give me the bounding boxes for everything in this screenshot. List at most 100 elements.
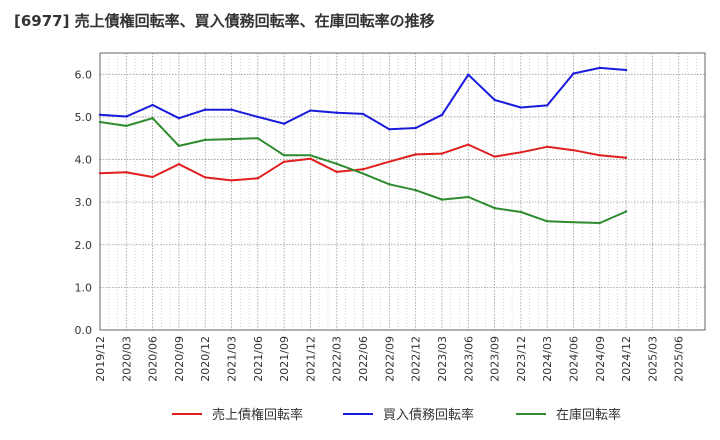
data-point [440,113,444,116]
x-tick-label: 2022/06 [357,336,370,382]
data-point [572,148,575,152]
axes: 0.0 1.0 2.0 3.0 4.0 5.0 6.0 2019/12 2020/03 2020/… [75,52,706,382]
data-point [388,160,391,163]
x-tick-label: 2024/12 [620,336,633,382]
data-point [493,206,496,210]
data-point [151,117,154,120]
data-point [256,177,260,180]
x-tick-label: 2024/03 [541,336,554,382]
data-point [230,179,233,182]
data-point [545,220,549,223]
data-point [177,144,181,148]
data-point [493,155,496,158]
data-point [493,98,496,102]
legend-label: 売上債権回転率 [212,407,303,423]
x-tick-label: 2021/06 [252,336,265,382]
y-tick-label: 0.0 [75,324,93,337]
data-point [177,163,181,166]
data-point [204,176,207,179]
grid [100,53,705,330]
data-point [361,172,365,175]
data-point [598,221,601,225]
x-tick-label: 2022/12 [410,336,423,382]
x-tick-label: 2020/03 [120,336,133,382]
data-point [98,113,102,116]
data-point [309,154,312,157]
data-point [598,66,601,70]
data-point [125,115,128,118]
x-tick-label: 2022/03 [331,336,344,382]
x-tick-label: 2020/06 [147,336,160,382]
y-tick-label: 5.0 [75,111,93,124]
x-tick-label: 2025/06 [673,336,686,382]
x-tick-label: 2019/12 [94,336,107,382]
data-point [282,122,286,125]
x-tick-label: 2021/09 [278,336,291,382]
data-point [414,189,417,192]
data-point [467,73,470,76]
y-tick-label: 6.0 [75,68,93,81]
data-point [125,171,128,174]
data-point [204,108,207,111]
data-point [335,111,338,114]
x-tick-label: 2020/09 [173,336,186,382]
data-point [125,124,128,128]
data-point [440,152,444,155]
series [98,66,628,225]
legend-label: 買入債務回転率 [383,407,474,423]
data-point [414,126,417,130]
data-point [572,220,575,224]
data-point [204,138,207,142]
legend-label: 在庫回転率 [556,407,621,423]
legend: 売上債権回転率 買入債務回転率 在庫回転率 [172,407,621,423]
data-point [440,198,444,201]
y-tick-label: 1.0 [75,281,93,294]
plot-frame [99,52,706,331]
data-point [309,157,312,160]
data-point [414,153,417,156]
x-tick-label: 2021/12 [304,336,317,382]
x-tick-label: 2021/03 [226,336,239,382]
data-point [361,168,365,171]
data-point [282,154,286,157]
x-tick-label: 2024/09 [594,336,607,382]
data-point [256,137,260,140]
data-point [151,175,154,179]
data-point [467,143,470,146]
data-point [519,106,523,109]
x-tick-label: 2025/03 [646,336,659,382]
data-point [151,103,154,107]
data-point [519,151,523,154]
data-point [624,156,628,160]
data-point [545,104,549,107]
data-point [467,195,470,199]
x-tick-label: 2022/09 [383,336,396,382]
data-point [545,145,549,148]
data-point [388,183,391,186]
data-point [519,210,523,214]
y-tick-label: 4.0 [75,154,93,167]
data-point [256,115,260,119]
data-point [335,162,338,165]
x-tick-label: 2024/06 [567,336,580,382]
data-point [177,117,181,120]
data-point [309,109,312,112]
y-tick-label: 2.0 [75,239,93,252]
data-point [282,160,286,163]
data-point [388,128,391,131]
x-tick-label: 2023/09 [489,336,502,382]
y-tick-label: 3.0 [75,196,93,209]
data-point [230,137,233,141]
data-point [361,112,365,116]
chart-title: [6977] 売上債権回転率、買入債務回転率、在庫回転率の推移 [14,12,435,30]
data-point [624,210,628,213]
x-tick-label: 2023/03 [436,336,449,382]
data-point [230,108,233,111]
data-point [598,154,601,157]
data-point [98,120,102,124]
data-point [572,72,575,75]
data-point [335,170,338,174]
x-tick-label: 2023/06 [462,336,475,382]
data-point [624,68,628,72]
